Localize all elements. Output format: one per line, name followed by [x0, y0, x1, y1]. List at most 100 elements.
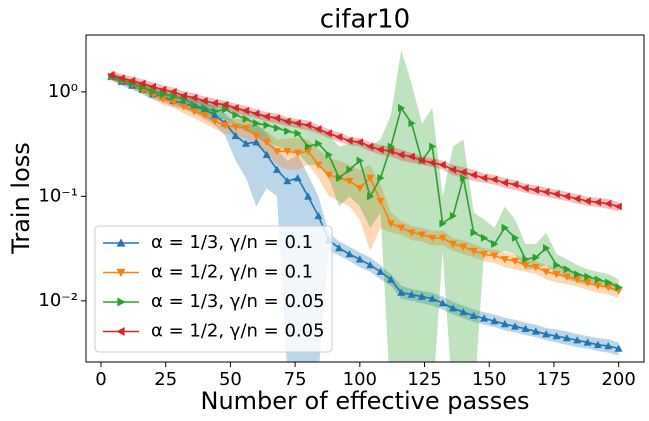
marker: [397, 224, 406, 232]
marker: [573, 276, 582, 284]
marker: [179, 103, 188, 111]
marker: [460, 174, 468, 182]
marker: [346, 165, 354, 174]
x-tick-label: 0: [95, 369, 106, 390]
marker: [408, 119, 416, 128]
marker: [149, 87, 157, 96]
x-tick-label: 75: [284, 369, 307, 390]
marker: [573, 336, 582, 344]
marker: [521, 324, 530, 332]
marker: [398, 104, 406, 112]
marker: [170, 92, 178, 101]
marker: [335, 133, 343, 141]
legend-label: α = 1/3, γ/n = 0.1: [151, 232, 313, 253]
legend-marker: [117, 297, 126, 307]
legend-label: α = 1/2, γ/n = 0.1: [151, 262, 313, 283]
marker: [615, 283, 623, 292]
marker: [231, 123, 240, 132]
marker: [490, 175, 498, 184]
marker: [263, 121, 271, 130]
marker: [304, 192, 313, 200]
marker: [417, 292, 426, 300]
marker: [459, 243, 468, 251]
marker: [345, 136, 353, 145]
marker: [407, 229, 416, 237]
marker: [159, 85, 167, 94]
marker: [283, 117, 291, 126]
marker: [179, 91, 187, 100]
marker: [480, 174, 488, 182]
marker: [531, 327, 540, 335]
marker: [252, 138, 261, 146]
marker: [169, 87, 177, 96]
error-band: [111, 73, 619, 298]
marker: [262, 112, 270, 121]
marker: [273, 148, 281, 156]
marker: [552, 190, 560, 199]
marker: [366, 261, 375, 269]
marker: [314, 161, 323, 169]
marker: [262, 150, 271, 158]
marker: [459, 168, 467, 177]
chart-title: cifar10: [320, 5, 410, 35]
marker: [552, 271, 561, 279]
marker: [386, 220, 395, 228]
marker: [449, 240, 457, 248]
marker: [553, 261, 561, 270]
marker: [345, 250, 354, 258]
marker: [469, 171, 477, 179]
marker: [490, 317, 499, 325]
legend-label: α = 1/2, γ/n = 0.05: [151, 321, 325, 342]
marker: [200, 96, 208, 105]
plot-frame: [85, 34, 645, 363]
marker: [273, 114, 281, 123]
marker: [593, 340, 602, 348]
marker: [542, 330, 551, 338]
marker: [335, 244, 344, 252]
marker: [397, 288, 406, 296]
y-tick-label: 10⁻¹: [38, 185, 78, 206]
marker: [439, 219, 447, 228]
marker: [355, 255, 364, 263]
marker: [252, 109, 260, 118]
marker: [210, 111, 219, 119]
marker: [169, 98, 178, 106]
marker: [511, 257, 520, 266]
marker: [325, 150, 333, 159]
marker: [417, 231, 426, 239]
marker: [253, 119, 261, 128]
marker: [387, 142, 395, 151]
marker: [221, 100, 229, 109]
marker: [480, 250, 489, 259]
marker: [491, 240, 499, 248]
marker: [367, 192, 375, 201]
marker: [232, 111, 240, 119]
marker: [273, 124, 281, 133]
marker: [542, 268, 551, 276]
marker: [355, 184, 364, 193]
error-band: [111, 71, 619, 362]
marker: [284, 127, 292, 136]
legend-marker: [116, 238, 126, 247]
marker: [355, 138, 363, 147]
marker: [159, 90, 168, 99]
marker: [200, 111, 209, 119]
marker: [191, 100, 199, 109]
marker: [574, 270, 582, 279]
x-tick-label: 50: [219, 369, 242, 390]
marker: [107, 71, 115, 79]
marker: [511, 180, 519, 189]
marker: [500, 178, 508, 187]
axes: 0 25 50 75 100 125 150 175 200 10⁰ 10⁻¹ 10⁻²: [38, 81, 635, 390]
marker: [148, 82, 156, 91]
marker: [407, 290, 416, 298]
marker: [366, 174, 375, 182]
marker: [262, 139, 271, 147]
marker: [241, 139, 250, 147]
marker: [231, 131, 240, 139]
lines: [107, 71, 623, 352]
legend-marker: [116, 268, 126, 277]
legend: α = 1/3, γ/n = 0.1 α = 1/2, γ/n = 0.1 α = …: [94, 225, 333, 353]
marker: [605, 278, 613, 287]
marker: [583, 279, 592, 287]
